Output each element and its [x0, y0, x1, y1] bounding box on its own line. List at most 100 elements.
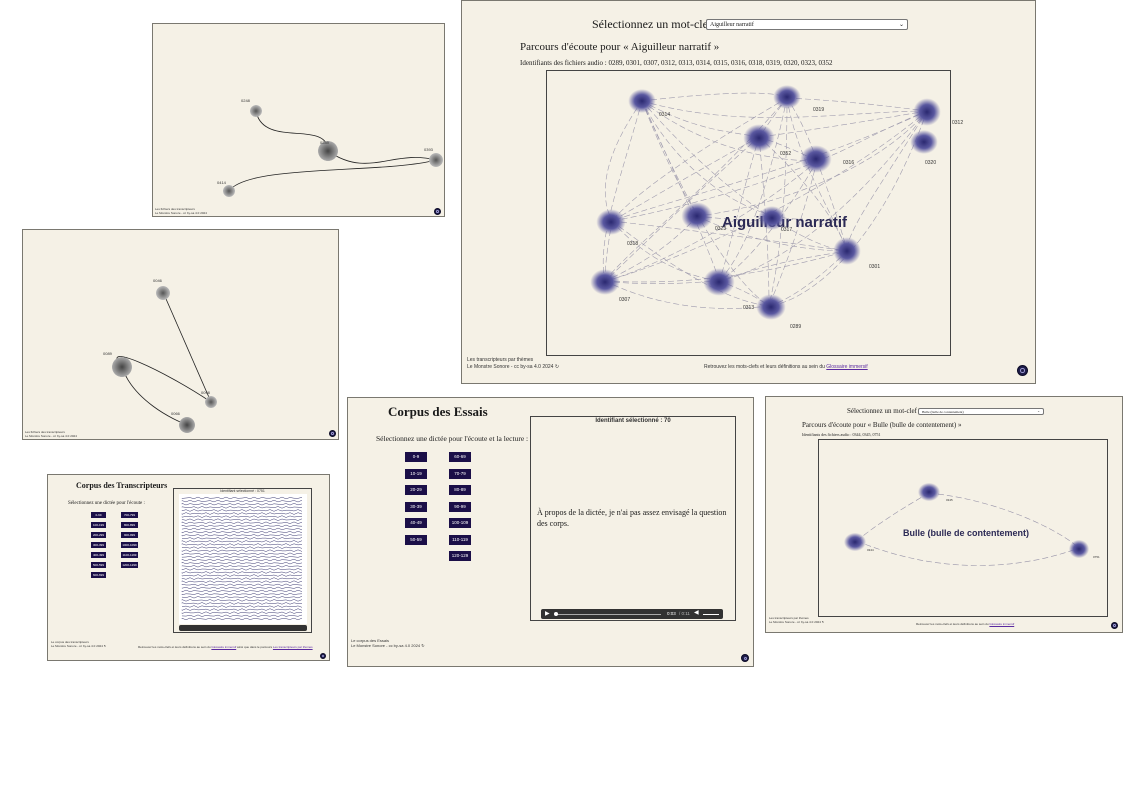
panel-essais: Corpus des Essais Sélectionnez une dicté…	[347, 397, 754, 667]
node-label: 0414	[217, 180, 226, 185]
range-button-120-129[interactable]: 120-129	[449, 551, 471, 561]
range-button-400-499[interactable]: 400-499	[91, 552, 106, 558]
node-0317[interactable]	[757, 205, 787, 231]
chevron-down-icon: ⌄	[898, 22, 904, 28]
node-0312[interactable]	[912, 97, 942, 127]
node-0414[interactable]	[223, 185, 235, 197]
range-button-60-69[interactable]: 60-69	[449, 452, 471, 462]
refresh-icon[interactable]: ↻	[554, 363, 560, 370]
range-button-200-299[interactable]: 200-299	[91, 532, 106, 538]
node-label: 0320	[925, 160, 937, 166]
volume-icon[interactable]: ◀	[694, 609, 699, 616]
node-0751[interactable]	[1068, 539, 1090, 559]
footer-glossary: Retrouvez les mots-clefs et leurs défini…	[704, 364, 868, 370]
range-button-0-99[interactable]: 0-99	[91, 512, 106, 518]
panel-graph-small-1: 0248 0289 0393 0414 Les fichiers des tra…	[152, 23, 445, 217]
range-button-500-599[interactable]: 500-599	[91, 562, 106, 568]
range-button-100-109[interactable]: 100-109	[449, 518, 471, 528]
page-title: Corpus des Essais	[388, 404, 488, 419]
keyword-select[interactable]: Aiguilleur narratif ⌄	[706, 19, 908, 30]
volume-slider[interactable]	[703, 613, 719, 615]
range-button-80-89[interactable]: 80-89	[449, 485, 471, 495]
audio-ids: Identifiants des fichiers audio : 0289, …	[520, 59, 833, 67]
themes-link[interactable]: Les transcripteurs par thèmes	[272, 645, 313, 649]
node-0046[interactable]	[156, 286, 170, 300]
range-button-110-119[interactable]: 110-119	[449, 534, 471, 545]
footer: Le corpus des transcripteurs Le Monstre …	[51, 640, 107, 648]
node-0314[interactable]	[627, 88, 657, 114]
range-button-800-899[interactable]: 800-899	[121, 522, 138, 528]
node-0248[interactable]	[250, 105, 262, 117]
node-0320[interactable]	[909, 129, 939, 155]
node-0319[interactable]	[772, 84, 802, 110]
node-label: 0289	[790, 324, 802, 330]
node-0318[interactable]	[595, 208, 627, 236]
glossary-link[interactable]: Glossaire immersif	[211, 645, 237, 649]
menu-button[interactable]	[329, 430, 336, 437]
graph-frame: Aiguilleur narratif 0314 0319 0312 0352 …	[546, 70, 963, 356]
node-0301[interactable]	[832, 236, 862, 266]
chevron-down-icon: ⌄	[1037, 409, 1040, 413]
menu-button[interactable]	[434, 208, 441, 215]
range-button-0-9[interactable]: 0-9	[405, 452, 427, 462]
progress-track[interactable]	[555, 613, 661, 615]
node-0313[interactable]	[702, 267, 736, 297]
range-button-30-39[interactable]: 30-39	[405, 501, 427, 512]
range-button-40-49[interactable]: 40-49	[405, 518, 427, 528]
node-0289[interactable]	[755, 293, 787, 321]
range-button-1200-1299[interactable]: 1200-1299	[121, 562, 138, 568]
node-0393[interactable]	[429, 153, 443, 167]
glossary-link[interactable]: Glossaire immersif	[826, 364, 868, 370]
range-button-70-79[interactable]: 70-79	[449, 468, 471, 479]
node-0344[interactable]	[843, 532, 867, 552]
play-icon[interactable]: ▶	[545, 610, 550, 617]
refresh-icon[interactable]: ↻	[103, 643, 107, 648]
footer: Les transcripteurs par thèmes Le Monstre…	[467, 357, 560, 370]
node-0316[interactable]	[799, 144, 833, 174]
essay-text: À propos de la dictée, je n'ai pas assez…	[537, 508, 727, 528]
select-prompt: Sélectionnez une dictée pour l'écoute :	[68, 501, 145, 506]
page-heading: Parcours d'écoute pour « Bulle (bulle de…	[802, 421, 962, 429]
node-0066[interactable]	[179, 417, 195, 433]
range-button-100-199[interactable]: 100-199	[91, 522, 106, 528]
panel-transcripteurs: Corpus des Transcripteurs Sélectionnez u…	[47, 474, 330, 661]
progress-thumb[interactable]	[554, 612, 558, 616]
select-label: Sélectionnez un mot-clef :	[847, 407, 921, 415]
range-button-10-19[interactable]: 10-19	[405, 468, 427, 479]
node-0289[interactable]	[318, 141, 338, 161]
audio-ids: Identifiants des fichiers audio : 0344, …	[802, 432, 881, 437]
range-button-20-29[interactable]: 20-29	[405, 485, 427, 495]
center-keyword: Bulle (bulle de contentement)	[903, 528, 1030, 538]
essay-frame: Identifiant sélectionné : 70 À propos de…	[530, 416, 736, 621]
range-button-700-799[interactable]: 700-799	[121, 512, 138, 518]
menu-button[interactable]	[1017, 365, 1028, 376]
node-label: 0301	[869, 264, 881, 270]
node-0089[interactable]	[112, 357, 132, 377]
page-heading: Parcours d'écoute pour « Aiguilleur narr…	[520, 41, 720, 53]
range-button-1100-1199[interactable]: 1100-1199	[121, 552, 138, 558]
node-label: 0317	[781, 227, 793, 233]
keyword-select[interactable]: Bulle (bulle de contentement) ⌄	[918, 408, 1044, 415]
node-0307[interactable]	[589, 268, 621, 296]
range-button-50-59[interactable]: 50-59	[405, 534, 427, 545]
refresh-icon[interactable]: ↻	[821, 619, 825, 624]
range-button-900-999[interactable]: 900-999	[121, 532, 138, 538]
node-0323[interactable]	[680, 201, 714, 231]
menu-button[interactable]	[1111, 622, 1118, 629]
menu-button[interactable]	[741, 654, 749, 662]
audio-player[interactable]	[179, 625, 307, 631]
range-button-90-99[interactable]: 90-99	[449, 501, 471, 512]
node-0352[interactable]	[742, 123, 776, 153]
refresh-icon[interactable]: ↻	[421, 643, 425, 649]
menu-button[interactable]	[320, 653, 326, 659]
audio-player[interactable]: ▶ 0:03 / 0:11 ◀	[541, 609, 723, 619]
glossary-link[interactable]: Glossaire immersif	[989, 622, 1015, 626]
range-button-1000-1099[interactable]: 1000-1099	[121, 542, 138, 548]
node-0098[interactable]	[205, 396, 217, 408]
range-button-300-399[interactable]: 300-399	[91, 542, 106, 548]
node-label: 0046	[153, 278, 162, 283]
footer-glossary: Retrouvez les mots-clefs et leurs défini…	[916, 622, 1015, 626]
selected-id: Identifiant sélectionné : 0751	[220, 489, 265, 493]
node-0345[interactable]	[917, 482, 941, 502]
range-button-600-699[interactable]: 600-699	[91, 572, 106, 578]
